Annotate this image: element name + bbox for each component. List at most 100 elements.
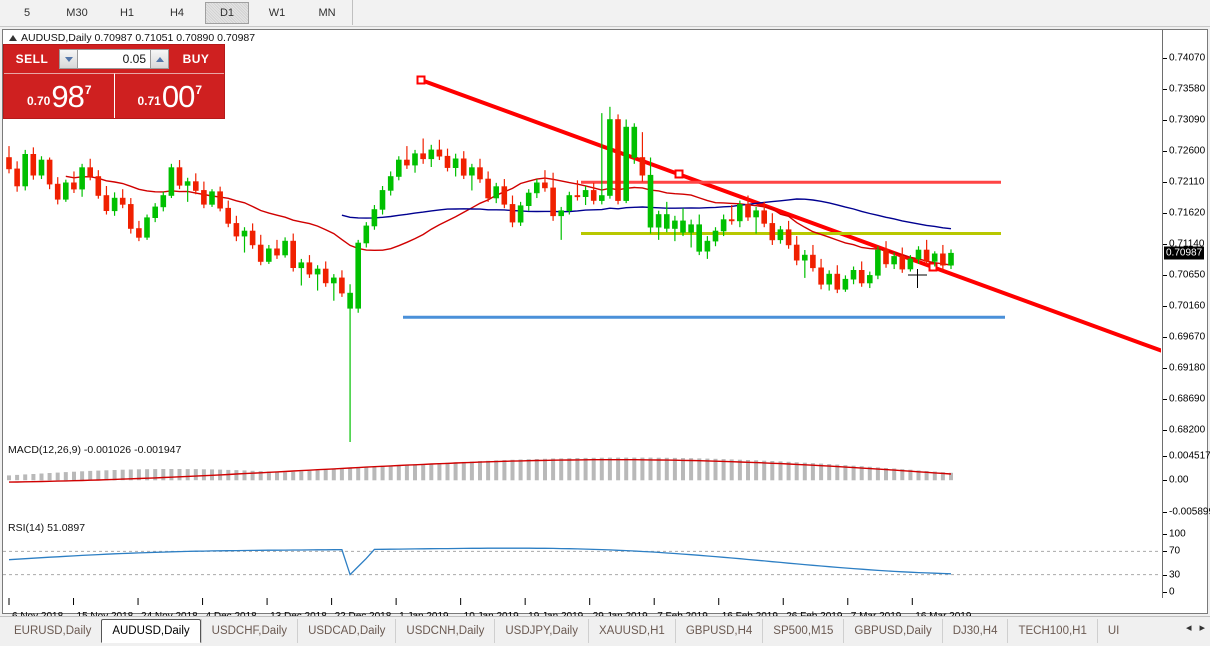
chart-tab-gbpusd-h4[interactable]: GBPUSD,H4 [674,619,763,643]
candle-body [891,256,897,265]
macd-histogram-bar [307,470,312,481]
candle-body [469,167,475,176]
rsi-tick-label: 100 [1169,528,1186,540]
trade-prices: 0.70 98 7 0.71 00 7 [4,73,224,118]
chart-tab-usdjpy-daily[interactable]: USDJPY,Daily [494,619,588,643]
sell-price-box[interactable]: 0.70 98 7 [4,73,115,118]
buy-button[interactable]: BUY [182,52,210,66]
price-tick [1163,120,1167,122]
macd-pane[interactable]: MACD(12,26,9) -0.001026 -0.001947 [3,442,1161,521]
candle-body [696,224,703,252]
macd-histogram-bar [884,468,888,481]
candle-body [680,220,686,233]
lot-size-stepper[interactable]: 0.05 [59,49,169,69]
candle-body [899,256,906,270]
price-tick-label: 0.70650 [1169,269,1206,281]
timeframe-w1[interactable]: W1 [268,6,286,19]
candle-body [663,214,670,229]
timeframe-m30[interactable]: M30 [66,6,88,19]
timeframe-h4[interactable]: H4 [169,6,185,19]
candle-body [347,292,353,309]
macd-histogram-bar [729,459,734,481]
lot-size-input[interactable]: 0.05 [78,49,150,69]
chart-collapse-icon[interactable] [9,35,17,41]
candle-body [785,229,792,246]
candle-body [940,253,946,266]
timeframe-h1[interactable]: H1 [119,6,135,19]
trendline-handle[interactable] [416,75,426,85]
candle-body [590,190,597,201]
macd-histogram-bar [291,471,296,481]
macd-signal-line [8,459,952,483]
candle-body [322,268,329,284]
chart-tab-usdcad-daily[interactable]: USDCAD,Daily [297,619,396,643]
price-tick-label: 0.69670 [1169,331,1206,343]
candle-body [582,190,589,197]
candle-body [607,119,613,196]
candle-body [6,157,12,170]
macd-tick [1163,480,1167,482]
trendline-handle[interactable] [674,169,684,179]
rsi-scale: 100 70 30 0 [1162,520,1207,598]
chart-tab-xauusd-h1[interactable]: XAUUSD,H1 [588,619,675,643]
chart-tab-ui[interactable]: UI [1096,619,1130,643]
rsi-tick [1163,592,1167,593]
macd-histogram-bar [835,464,840,481]
timeframe-button-group: 5 M30 H1 H4 D1 W1 MN [0,0,353,25]
macd-histogram-bar [770,461,775,481]
candle-body [818,267,824,285]
chart-tab-dj30-h4[interactable]: DJ30,H4 [941,619,1008,643]
macd-histogram-bar [421,464,426,481]
macd-histogram-bar [875,467,880,481]
candle-body [525,192,532,206]
rsi-tick-label: 0 [1169,586,1175,598]
lot-increment-button[interactable] [150,49,169,69]
macd-histogram-bar [445,462,450,481]
macd-histogram-bar [778,461,783,481]
tab-scroll-left-icon[interactable]: ◂ [1185,622,1192,634]
macd-histogram-bar [283,472,288,481]
macd-histogram-bar [169,469,174,481]
macd-histogram-bar [104,470,109,481]
chart-tab-gbpusd-daily[interactable]: GBPUSD,Daily [843,619,942,643]
one-click-trading-panel[interactable]: SELL 0.05 BUY 0.70 98 7 0.71 00 7 [3,44,225,119]
current-price-label: 0.70987 [1164,246,1205,260]
timeframe-5[interactable]: 5 [23,6,31,19]
candle-body [810,254,816,269]
candle-body [533,182,540,194]
candle-body [558,210,565,217]
macd-histogram-bar [567,458,572,481]
chart-tab-tech100-h1[interactable]: TECH100,H1 [1007,619,1097,643]
rsi-pane[interactable]: RSI(14) 51.0897 [3,520,1161,598]
chart-tab-audusd-daily[interactable]: AUDUSD,Daily [101,619,201,643]
candle-body [168,167,175,196]
lot-decrement-button[interactable] [59,49,78,69]
macd-histogram-bar [583,457,588,481]
tab-scroll-right-icon[interactable]: ▸ [1199,622,1205,634]
price-tick [1163,58,1167,59]
candle-body [136,228,142,238]
macd-histogram-bar [348,468,353,481]
buy-price-box[interactable]: 0.71 00 7 [114,73,224,118]
chart-tab-usdchf-daily[interactable]: USDCHF,Daily [200,619,298,643]
candle-body [225,207,231,224]
chart-tab-sp500-m15[interactable]: SP500,M15 [762,619,844,643]
tab-scroll-controls[interactable]: ◂ ▸ [1183,621,1208,634]
macd-histogram-bar [672,457,677,481]
sell-button[interactable]: SELL [15,52,49,66]
macd-histogram-bar [63,472,68,481]
price-scale[interactable]: 0.74070 0.73580 0.73090 0.72600 0.72110 0.716… [1162,30,1207,442]
timeframe-mn[interactable]: MN [318,6,336,19]
candle-body [842,278,849,290]
candle-body [160,195,167,208]
chart-tab-usdcnh-daily[interactable]: USDCNH,Daily [395,619,495,643]
chart-tab-eurusd-daily[interactable]: EURUSD,Daily [4,619,102,643]
macd-histogram-bar [153,469,158,481]
candle-body [631,126,638,158]
sell-price-fraction: 7 [84,82,92,97]
candle-body [688,224,694,233]
timeframe-d1[interactable]: D1 [205,1,249,24]
trendline-handle[interactable] [928,262,938,272]
price-tick-label: 0.69180 [1169,362,1206,374]
macd-histogram-bar [591,457,596,481]
